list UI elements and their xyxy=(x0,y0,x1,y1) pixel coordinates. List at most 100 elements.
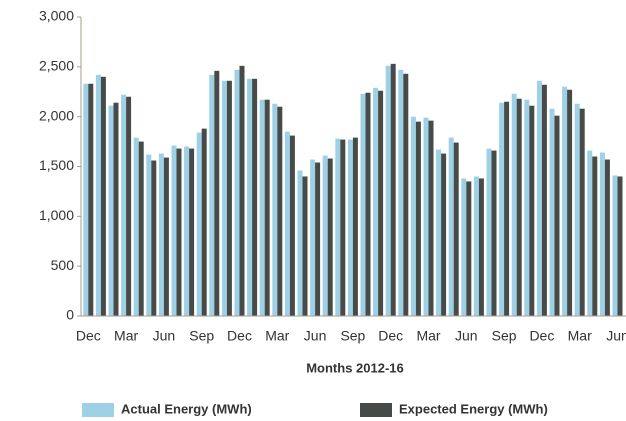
bar xyxy=(335,138,341,316)
bar xyxy=(567,89,573,316)
bar xyxy=(478,178,484,316)
x-axis-title: Months 2012-16 xyxy=(306,360,404,375)
bar xyxy=(423,117,429,316)
y-tick-label: 2,000 xyxy=(39,107,74,123)
bar xyxy=(536,80,542,316)
bar xyxy=(209,74,215,316)
legend-swatch xyxy=(82,403,114,417)
bar xyxy=(461,178,467,316)
x-tick-label: Jun xyxy=(304,328,327,344)
bar xyxy=(378,90,384,317)
bar xyxy=(163,157,169,316)
bar xyxy=(453,142,459,316)
bar xyxy=(277,106,283,316)
x-tick-label: Mar xyxy=(265,328,289,344)
bar xyxy=(234,69,240,316)
x-tick-label: Jun xyxy=(455,328,478,344)
bar xyxy=(466,181,472,316)
y-tick-label: 1,000 xyxy=(39,207,74,223)
bar xyxy=(284,131,290,316)
x-tick-label: Sep xyxy=(189,328,214,344)
bar xyxy=(592,156,598,316)
bar xyxy=(574,103,580,317)
bar xyxy=(113,102,119,316)
bar xyxy=(83,83,89,316)
x-tick-label: Dec xyxy=(378,328,403,344)
bar xyxy=(436,149,442,316)
bar xyxy=(121,94,127,317)
bar xyxy=(365,92,371,316)
x-tick-label: Dec xyxy=(529,328,554,344)
bar xyxy=(403,73,409,316)
bar xyxy=(95,74,101,316)
legend-swatch xyxy=(360,403,392,417)
x-tick-label: Sep xyxy=(340,328,365,344)
bar xyxy=(428,120,434,316)
bar xyxy=(226,80,232,316)
bar xyxy=(486,148,492,316)
y-tick-label: 1,500 xyxy=(39,157,74,173)
bar xyxy=(158,153,164,316)
bar xyxy=(604,159,610,316)
bar xyxy=(88,83,94,316)
bar xyxy=(196,132,202,316)
bar xyxy=(214,70,220,316)
bar xyxy=(524,99,530,317)
bar xyxy=(239,65,245,316)
bar xyxy=(184,146,190,316)
bar xyxy=(385,65,391,316)
bar xyxy=(247,78,253,316)
x-tick-label: Mar xyxy=(416,328,440,344)
bar xyxy=(252,78,258,316)
bar xyxy=(579,108,585,317)
bar xyxy=(146,154,152,316)
x-tick-label: Sep xyxy=(492,328,517,344)
bar xyxy=(176,148,182,316)
bar xyxy=(302,176,308,316)
bar xyxy=(315,162,321,316)
x-tick-label: Dec xyxy=(76,328,101,344)
bar xyxy=(499,102,505,316)
bar xyxy=(297,170,303,316)
bar xyxy=(352,137,358,316)
bar xyxy=(541,84,547,316)
bar xyxy=(587,150,593,316)
y-tick-label: 3,000 xyxy=(39,8,74,24)
bar xyxy=(599,152,605,316)
bar xyxy=(441,153,447,316)
bar xyxy=(617,176,623,316)
bar xyxy=(491,150,497,316)
x-tick-label: Mar xyxy=(568,328,592,344)
bar xyxy=(272,103,278,317)
bar xyxy=(373,87,379,316)
bar xyxy=(410,116,416,317)
y-tick-label: 0 xyxy=(66,307,74,323)
bar xyxy=(201,128,207,316)
bar xyxy=(554,115,560,316)
bar xyxy=(347,139,353,316)
x-tick-label: Mar xyxy=(114,328,138,344)
bar xyxy=(415,121,421,317)
x-tick-label: Jun xyxy=(606,328,626,344)
bar xyxy=(322,155,328,316)
bar xyxy=(448,137,454,316)
legend-label: Actual Energy (MWh) xyxy=(121,401,252,416)
bar xyxy=(108,105,114,316)
bar xyxy=(390,63,396,316)
bar xyxy=(264,99,270,317)
bar xyxy=(398,69,404,316)
bar xyxy=(340,139,346,316)
y-tick-label: 500 xyxy=(51,257,75,273)
bar xyxy=(549,108,555,317)
bar xyxy=(171,145,177,316)
y-tick-label: 2,500 xyxy=(39,58,74,74)
bar xyxy=(504,101,510,316)
x-tick-label: Jun xyxy=(153,328,176,344)
bar xyxy=(612,175,618,316)
bar xyxy=(529,105,535,316)
bar xyxy=(259,99,265,317)
bar xyxy=(138,141,144,316)
bar xyxy=(133,137,139,316)
bar xyxy=(100,76,106,316)
